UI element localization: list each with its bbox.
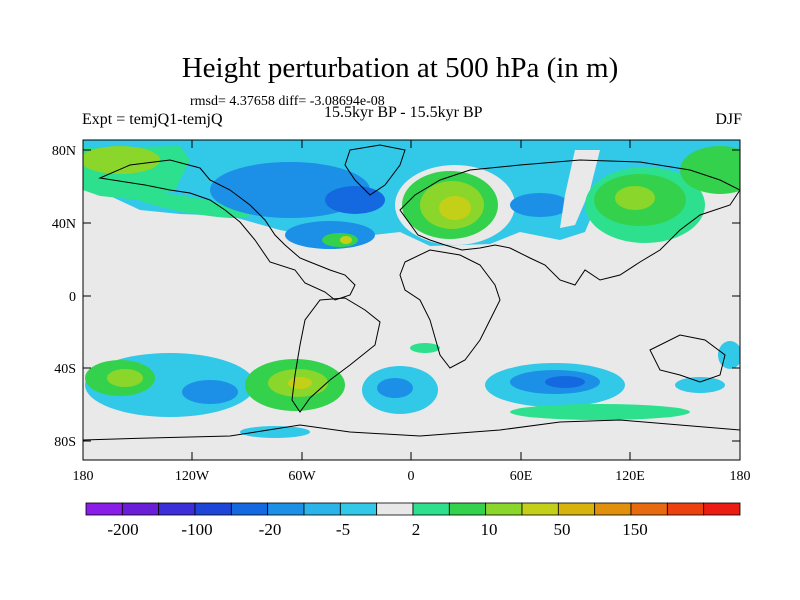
nh-blue-dark-na: [325, 186, 385, 214]
colorbar-label: -100: [181, 520, 212, 539]
colorbar-label: 50: [554, 520, 571, 539]
colorbar-swatch: [158, 502, 196, 516]
colorbar-label: -200: [107, 520, 138, 539]
colorbar-swatch: [376, 502, 414, 516]
coast-australia: [649, 334, 726, 383]
sh-yellow-sa: [288, 377, 312, 389]
nh-yellowgreen-west: [83, 146, 160, 174]
lon-labels: 180 120W 60W 0 60E 120E 180: [73, 469, 751, 484]
colorbar-swatch: [339, 502, 378, 516]
lon-label: 60E: [510, 469, 533, 484]
lon-label: 120E: [615, 469, 645, 484]
colorbar-swatch: [303, 502, 341, 516]
lon-label: 0: [408, 469, 415, 484]
lon-label: 180: [730, 469, 751, 484]
sh-blue-south-atlantic: [377, 378, 413, 398]
colorbar-swatch: [594, 502, 632, 516]
colorbar-swatch: [448, 502, 487, 516]
colorbar: [85, 502, 741, 516]
asia-blue-mid: [510, 193, 570, 217]
coast-africa: [399, 249, 501, 369]
coast-antarctica: [83, 419, 740, 441]
sh-cyan-antarctic: [240, 426, 310, 438]
colorbar-swatch: [703, 502, 741, 516]
coastlines: [83, 144, 740, 441]
nh-greenband-na: [130, 191, 250, 219]
lat-label: 40N: [52, 217, 76, 232]
colorbar-swatch: [521, 502, 559, 516]
colorbar-swatch: [121, 502, 160, 516]
colorbar-swatch: [230, 502, 269, 516]
colorbar-swatch: [630, 502, 668, 516]
colorbar-label: 2: [412, 520, 421, 539]
eu-yellow-center: [439, 196, 471, 220]
colorbar-swatch: [267, 502, 305, 516]
lon-label: 180: [73, 469, 94, 484]
pacific-green-east: [680, 146, 740, 194]
sh-yellowgreen-pacific: [107, 369, 143, 387]
lat-label: 40S: [54, 362, 76, 377]
colorbar-swatch: [485, 502, 523, 516]
coast-south-america: [291, 297, 381, 413]
sh-green-southern-ocean: [510, 404, 690, 420]
lon-label: 60W: [288, 469, 316, 484]
period-label: 15.5kyr BP - 15.5kyr BP: [324, 104, 483, 121]
colorbar-swatch: [194, 502, 232, 516]
colorbar-labels: -200 -100 -20 -5 2 10 50 150: [107, 520, 647, 539]
colorbar-swatch: [557, 502, 596, 516]
lat-label: 80N: [52, 144, 76, 159]
colorbar-swatch: [666, 502, 705, 516]
sh-green-africa: [410, 343, 440, 353]
coast-greenland: [344, 144, 406, 196]
coast-eurasia: [399, 159, 740, 286]
sh-blue-pacific: [182, 380, 238, 404]
stats-label: rmsd= 4.37658 diff= -3.08694e-08: [190, 94, 385, 109]
colorbar-swatch: [85, 502, 123, 516]
lat-label: 80S: [54, 435, 76, 450]
asia-yellow-center: [615, 186, 655, 210]
sh-cyan-au: [675, 377, 725, 393]
colorbar-swatch: [412, 502, 450, 516]
lat-labels: 80N 40N 0 40S 80S: [52, 144, 76, 450]
plot-title: Height perturbation at 500 hPa (in m): [181, 52, 619, 84]
sh-cyan-east: [718, 341, 740, 369]
height-field: [83, 140, 740, 460]
season-label: DJF: [715, 111, 742, 128]
nh-yellow-atlantic: [340, 236, 352, 244]
map-ticks: [82, 140, 741, 460]
coast-north-america: [98, 159, 356, 301]
colorbar-label: 10: [481, 520, 498, 539]
lon-label: 120W: [175, 469, 210, 484]
sh-blue-dark-indian: [545, 376, 585, 388]
experiment-label: Expt = temjQ1-temjQ: [82, 111, 223, 128]
asia-white-gap: [560, 150, 600, 228]
colorbar-label: -20: [259, 520, 282, 539]
colorbar-label: 150: [622, 520, 648, 539]
lat-label: 0: [69, 290, 76, 305]
colorbar-label: -5: [336, 520, 350, 539]
